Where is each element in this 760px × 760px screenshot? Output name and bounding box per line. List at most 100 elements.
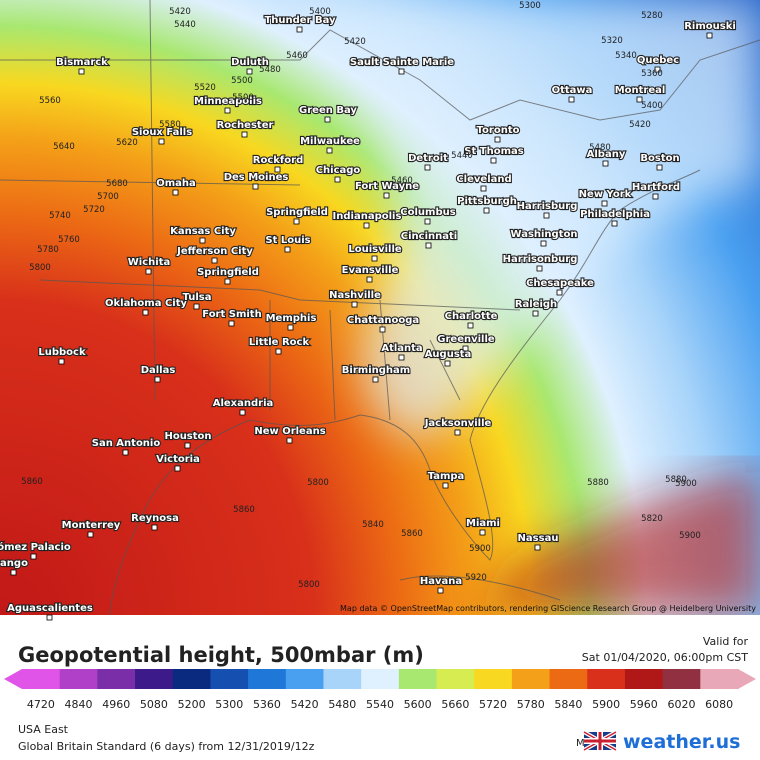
city-label: Fort Smith (202, 309, 261, 320)
city-marker (78, 68, 85, 75)
city-marker (334, 176, 341, 183)
contour-label: 5820 (641, 514, 663, 524)
city-marker (454, 429, 461, 436)
colorbar-tick-label: 5480 (328, 698, 356, 711)
contour-label: 5900 (679, 531, 701, 541)
colorbar-segment (361, 669, 400, 689)
city-label: Cincinnati (401, 231, 457, 242)
city-marker (494, 136, 501, 143)
city-label: Columbus (400, 207, 455, 218)
city-marker (30, 553, 37, 560)
city-marker (287, 324, 294, 331)
colorbar-end (738, 669, 756, 689)
city-marker (274, 166, 281, 173)
city-marker (351, 301, 358, 308)
city-marker (379, 326, 386, 333)
contour-label: 5800 (307, 478, 329, 488)
city-label: Chicago (316, 165, 361, 176)
contour-label: 5800 (298, 580, 320, 590)
city-marker (543, 212, 550, 219)
city-label: Harrisburg (517, 201, 578, 212)
city-label: Springfield (197, 267, 259, 278)
city-label: Detroit (408, 153, 448, 164)
city-marker (372, 376, 379, 383)
colorbar-segment (398, 669, 438, 689)
contour-label: 5900 (675, 479, 697, 489)
city-label: Thunder Bay (264, 15, 336, 26)
colorbar-tick-label: 5960 (630, 698, 658, 711)
city-marker (366, 276, 373, 283)
city-label: Havana (420, 576, 462, 587)
city-label: Sault Sainte Marie (350, 57, 454, 68)
city-marker (284, 246, 291, 253)
city-marker (293, 218, 300, 225)
contour-label: 5500 (231, 76, 253, 86)
city-marker (286, 437, 293, 444)
city-marker (184, 442, 191, 449)
model-run: Global Britain Standard (6 days) from 12… (18, 740, 315, 753)
colorbar-tick-label: 6020 (667, 698, 695, 711)
attribution: Map data © OpenStreetMap contributors, r… (340, 604, 756, 613)
city-marker (444, 360, 451, 367)
colorbar-end (4, 669, 22, 689)
city-label: Aguascalientes (7, 603, 93, 614)
city-label: Houston (164, 431, 211, 442)
contour-label: 5480 (259, 65, 281, 75)
contour-label: 5740 (49, 211, 71, 221)
city-label: Hartford (632, 182, 680, 193)
contour-label: 5840 (362, 520, 384, 530)
city-label: Miami (466, 518, 500, 529)
city-marker (211, 257, 218, 264)
city-label: Charlotte (445, 311, 498, 322)
city-marker (224, 107, 231, 114)
city-marker (467, 322, 474, 329)
city-marker (142, 309, 149, 316)
city-label: Oklahoma City (105, 298, 188, 309)
city-marker (326, 147, 333, 154)
city-marker (174, 465, 181, 472)
panel-title: Geopotential height, 500mbar (m) (18, 643, 424, 667)
city-label: Cleveland (456, 174, 511, 185)
city-label: St Louis (265, 235, 310, 246)
city-label: Des Moines (224, 172, 289, 183)
contour-label: 5680 (106, 179, 128, 189)
contour-label: 5300 (519, 1, 541, 11)
city-marker (46, 614, 53, 621)
city-marker (383, 192, 390, 199)
colorbar-tick-label: 5300 (215, 698, 243, 711)
contour-label: 5700 (97, 192, 119, 202)
trough (300, 0, 760, 440)
city-label: Raleigh (515, 299, 557, 310)
colorbar-tick-label: 5200 (178, 698, 206, 711)
colorbar-segment (97, 669, 136, 689)
city-marker (145, 268, 152, 275)
city-marker (424, 164, 431, 171)
contour-label: 5500 (232, 93, 254, 103)
colorbar-tick-label: 5900 (592, 698, 620, 711)
city-marker (490, 157, 497, 164)
city-label: Indianapolis (333, 211, 402, 222)
city-label: Nashville (329, 290, 381, 301)
city-marker (363, 222, 370, 229)
colorbar-segment (22, 669, 61, 689)
city-label: Quebec (637, 55, 679, 66)
city-marker (228, 320, 235, 327)
region: USA East (18, 723, 69, 736)
city-label: San Antonio (92, 438, 161, 449)
contour-label: 5520 (194, 83, 216, 93)
colorbar-tick-label: 5660 (441, 698, 469, 711)
city-marker (224, 278, 231, 285)
colorbar-segment (172, 669, 211, 689)
colorbar-segment (587, 669, 626, 689)
contour-label: 5420 (169, 7, 191, 17)
city-marker (636, 96, 643, 103)
city-label: Greenville (437, 334, 495, 345)
city-marker (158, 138, 165, 145)
city-marker (568, 96, 575, 103)
city-marker (483, 207, 490, 214)
city-marker (398, 354, 405, 361)
city-label: Wichita (128, 257, 170, 268)
city-marker (371, 255, 378, 262)
city-label: Jacksonville (424, 418, 492, 429)
contour-label: 5580 (159, 120, 181, 130)
